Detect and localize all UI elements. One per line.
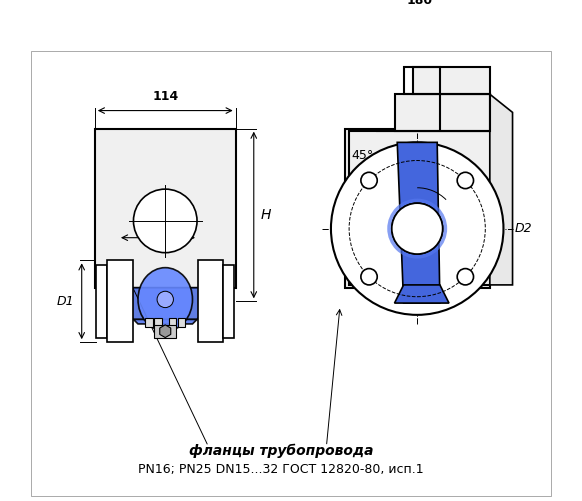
- Text: L: L: [154, 217, 161, 230]
- Circle shape: [457, 172, 474, 189]
- Bar: [345, 129, 490, 288]
- Bar: [413, 67, 490, 94]
- Ellipse shape: [138, 268, 193, 331]
- Polygon shape: [398, 142, 440, 303]
- Circle shape: [392, 203, 443, 254]
- Bar: [107, 261, 133, 342]
- Text: 4отв. d: 4отв. d: [395, 175, 462, 185]
- Polygon shape: [490, 94, 513, 285]
- Bar: [169, 318, 176, 327]
- Polygon shape: [108, 288, 222, 320]
- Bar: [178, 318, 185, 327]
- Text: 180: 180: [406, 0, 432, 7]
- Bar: [96, 265, 107, 338]
- Text: e: e: [157, 299, 164, 309]
- Text: DN: DN: [399, 280, 418, 293]
- Bar: [349, 131, 490, 285]
- Text: PN16; PN25 DN15...32 ГОСТ 12820-80, исп.1: PN16; PN25 DN15...32 ГОСТ 12820-80, исп.…: [138, 463, 424, 476]
- Polygon shape: [133, 320, 197, 324]
- Circle shape: [361, 269, 377, 285]
- Bar: [395, 94, 490, 131]
- Text: D1: D1: [57, 295, 74, 308]
- Circle shape: [387, 199, 447, 259]
- Text: D2: D2: [514, 222, 532, 235]
- Text: фланцы трубопровода: фланцы трубопровода: [189, 444, 373, 458]
- Bar: [154, 318, 162, 327]
- Bar: [198, 261, 223, 342]
- Circle shape: [331, 142, 503, 315]
- Circle shape: [361, 172, 377, 189]
- Circle shape: [392, 203, 443, 254]
- Text: 114: 114: [152, 90, 178, 103]
- Circle shape: [457, 269, 474, 285]
- Text: 45°: 45°: [352, 149, 374, 162]
- Polygon shape: [395, 285, 449, 303]
- Circle shape: [133, 189, 197, 253]
- Bar: [154, 325, 176, 338]
- Bar: [146, 318, 152, 327]
- Text: H: H: [261, 208, 271, 222]
- Bar: [223, 265, 234, 338]
- Ellipse shape: [157, 291, 173, 308]
- Bar: [95, 129, 236, 288]
